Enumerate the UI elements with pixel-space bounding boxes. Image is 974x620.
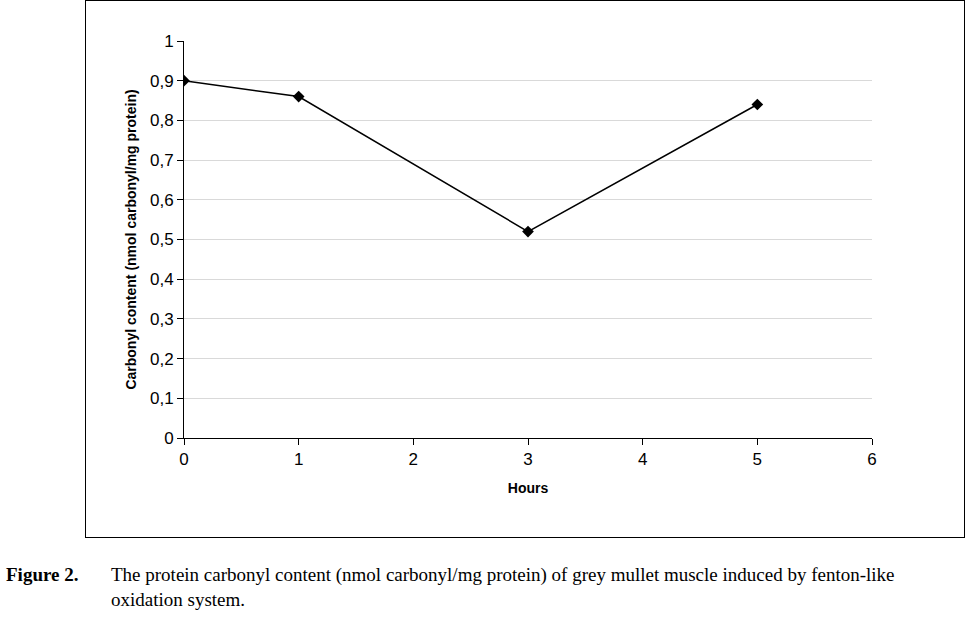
svg-text:Hours: Hours bbox=[508, 480, 549, 496]
svg-text:0,6: 0,6 bbox=[150, 191, 174, 210]
svg-text:0,5: 0,5 bbox=[150, 230, 174, 249]
svg-text:Carbonyl content (nmol carbony: Carbonyl content (nmol carbonyl/mg prote… bbox=[123, 89, 139, 389]
svg-text:0,9: 0,9 bbox=[150, 72, 174, 91]
svg-text:0,1: 0,1 bbox=[150, 389, 174, 408]
svg-text:0,7: 0,7 bbox=[150, 151, 174, 170]
svg-text:0,2: 0,2 bbox=[150, 350, 174, 369]
svg-text:1: 1 bbox=[164, 32, 173, 51]
svg-text:3: 3 bbox=[523, 450, 532, 469]
svg-text:1: 1 bbox=[294, 450, 303, 469]
svg-text:0,3: 0,3 bbox=[150, 310, 174, 329]
svg-text:0,8: 0,8 bbox=[150, 111, 174, 130]
html-text:Figure 2.: Figure 2. bbox=[6, 564, 79, 585]
svg-text:6: 6 bbox=[867, 450, 876, 469]
svg-text:0: 0 bbox=[179, 450, 188, 469]
html-text:The protein carbonyl content (: The protein carbonyl content (nmol carbo… bbox=[111, 564, 895, 610]
svg-text:5: 5 bbox=[753, 450, 762, 469]
svg-text:4: 4 bbox=[638, 450, 647, 469]
svg-text:0,4: 0,4 bbox=[150, 270, 174, 289]
svg-text:0: 0 bbox=[164, 429, 173, 448]
svg-text:2: 2 bbox=[409, 450, 418, 469]
